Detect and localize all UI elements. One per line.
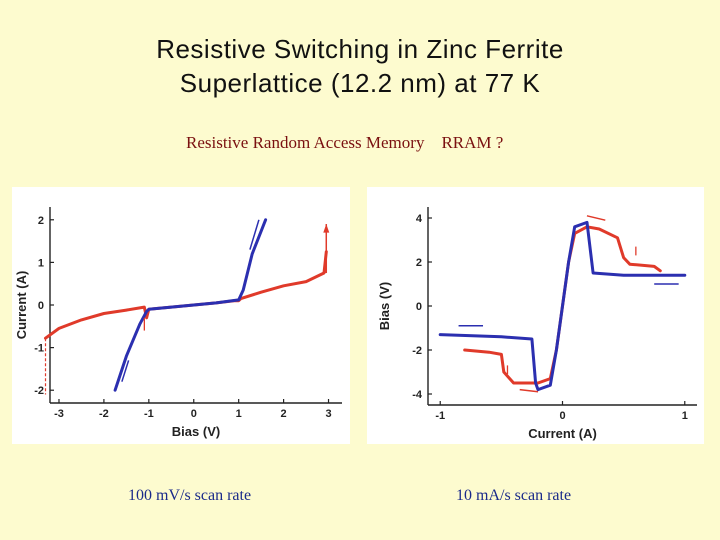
y-tick-label: 4	[416, 213, 423, 225]
x-tick-label: 0	[559, 410, 565, 422]
x-tick-label: 3	[325, 408, 331, 420]
red-sweep-line	[44, 250, 328, 340]
vi-chart-panel: -1 0 1 -4 -2 0 2 4 Current (A) Bias (V)	[367, 187, 704, 444]
slide-subtitle: Resistive Random Access Memory RRAM ?	[186, 133, 504, 152]
scan-rate-caption-right: 10 mA/s scan rate	[456, 487, 572, 504]
title-line-2: Superlattice (12.2 nm) at 77 K	[179, 68, 541, 98]
iv-chart: -3 -2 -1 0 1 2 3 -2 -1 0 1 2 Bias (V) Current (A)	[14, 207, 342, 439]
y-axis-label: Current (A)	[14, 271, 29, 340]
y-tick-label: 1	[38, 257, 44, 269]
red-arrow-bottom	[519, 388, 539, 393]
iv-chart-panel: -3 -2 -1 0 1 2 3 -2 -1 0 1 2 Bias (V) Current (A)	[12, 187, 350, 444]
y-axis-label: Bias (V)	[377, 282, 392, 330]
x-tick-label: 2	[281, 408, 287, 420]
x-tick-label: -3	[54, 408, 64, 420]
x-axis-label: Current (A)	[528, 426, 597, 441]
blue-sweep-line	[438, 220, 687, 392]
y-tick-label: 0	[38, 300, 44, 312]
x-tick-label: 0	[191, 408, 197, 420]
vi-chart: -1 0 1 -4 -2 0 2 4 Current (A) Bias (V)	[377, 207, 697, 441]
x-tick-label: 1	[236, 408, 242, 420]
red-arrow-head	[323, 224, 330, 233]
y-tick-label: 0	[416, 301, 422, 313]
x-tick-label: -2	[99, 408, 109, 420]
y-tick-label: -4	[412, 389, 423, 401]
blue-sweep-line	[113, 218, 268, 392]
y-tick-label: -1	[34, 343, 44, 355]
y-tick-label: -2	[34, 385, 44, 397]
x-tick-label: -1	[435, 410, 445, 422]
x-tick-label: -1	[144, 408, 154, 420]
x-tick-label: 1	[682, 410, 688, 422]
red-arrow-top	[586, 215, 606, 221]
blue-arrow-lower	[121, 360, 130, 382]
scan-rate-caption-left: 100 mV/s scan rate	[128, 487, 252, 504]
blue-arrow-upper	[249, 219, 260, 250]
y-tick-label: 2	[38, 215, 44, 227]
x-axis-label: Bias (V)	[172, 424, 220, 439]
y-tick-label: 2	[416, 257, 422, 269]
y-tick-label: -2	[412, 345, 422, 357]
slide-title: Resistive Switching in Zinc Ferrite Supe…	[60, 32, 660, 100]
title-line-1: Resistive Switching in Zinc Ferrite	[156, 34, 564, 64]
